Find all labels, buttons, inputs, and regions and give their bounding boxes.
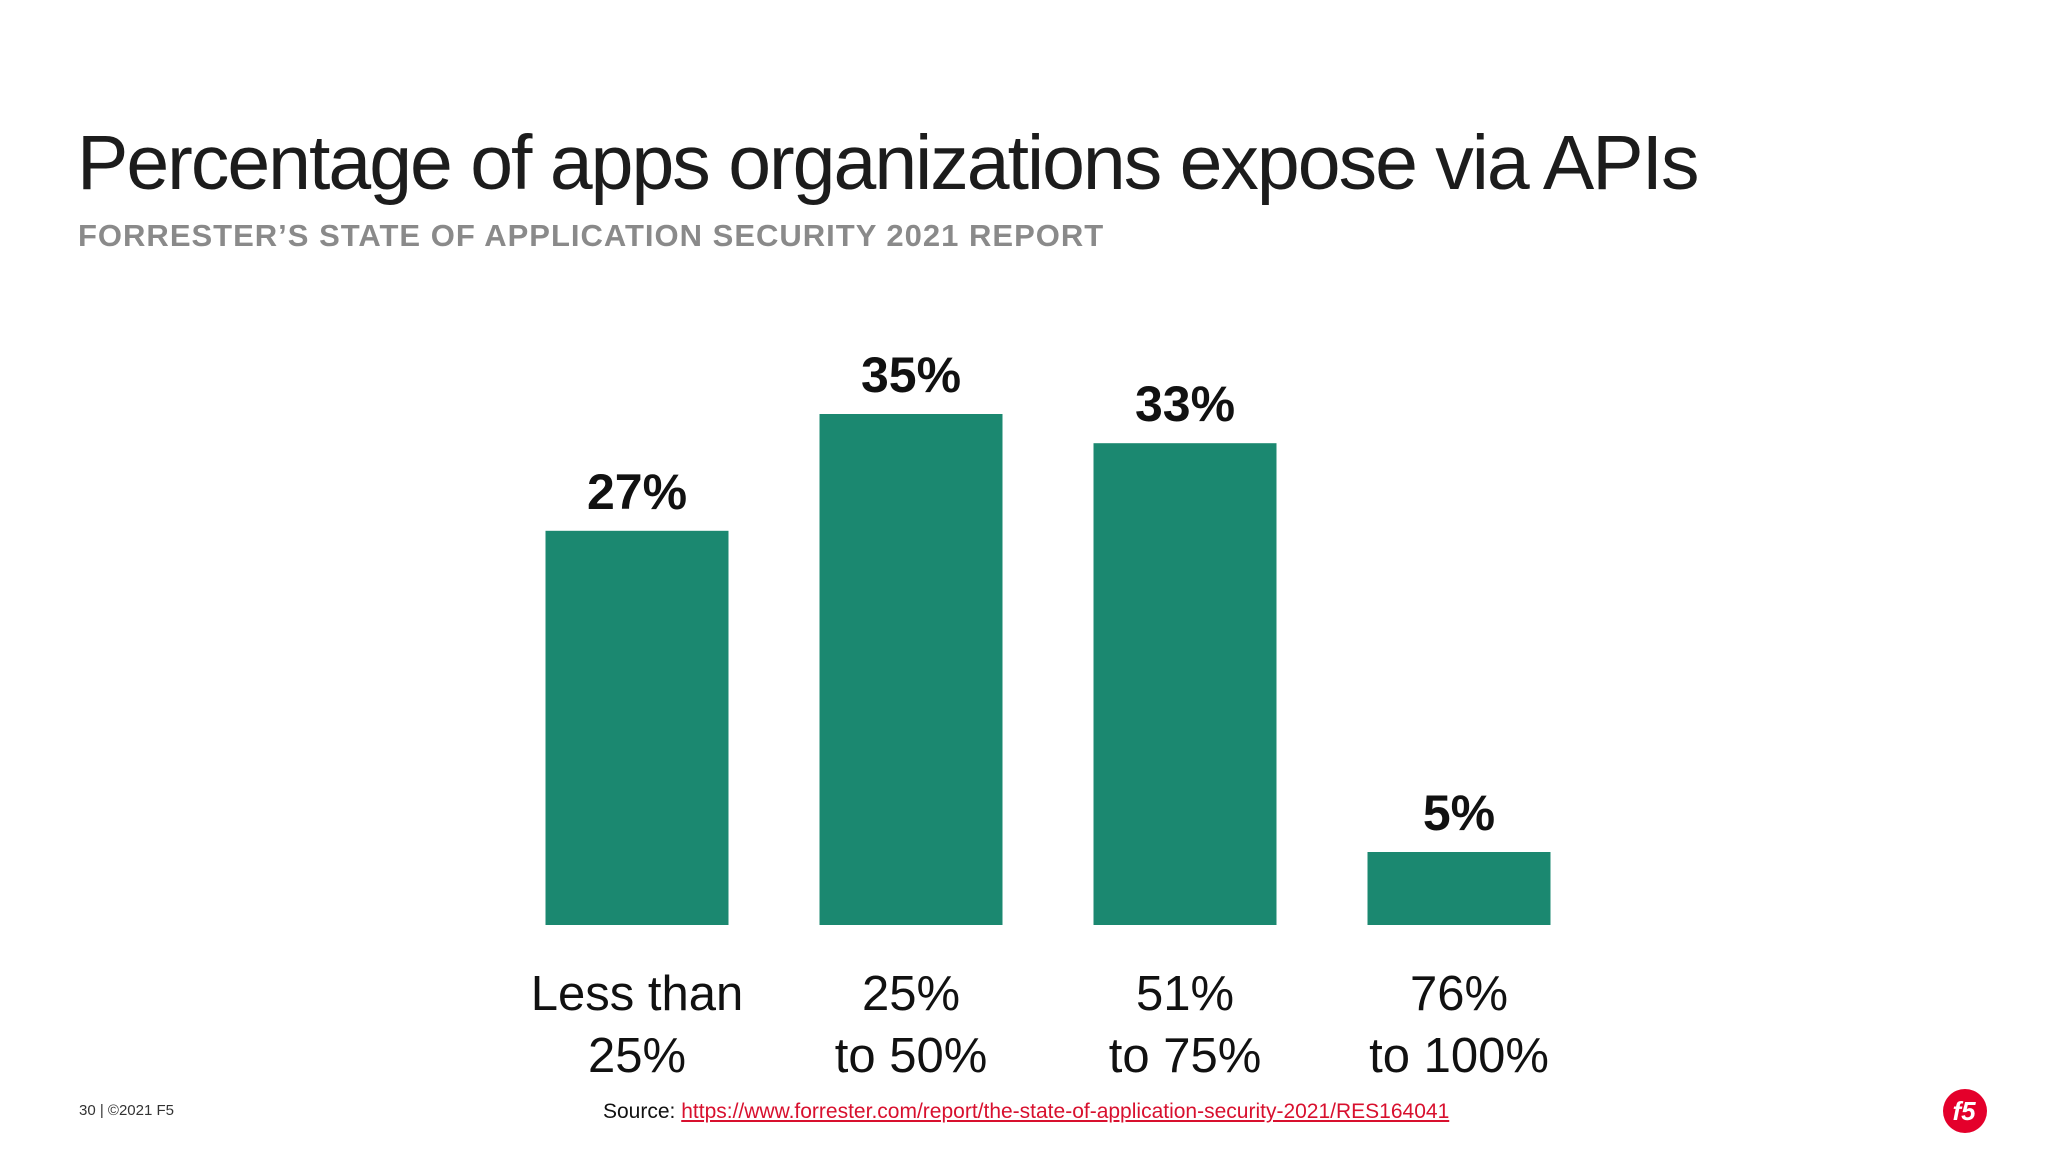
logo-text: f5 xyxy=(1952,1096,1976,1126)
page-title: Percentage of apps organizations expose … xyxy=(77,120,1699,206)
category-label-4-line-2: to 100% xyxy=(1369,1029,1549,1083)
category-label-3-line-1: 51% xyxy=(1136,967,1234,1021)
source-label: Source: xyxy=(603,1100,676,1123)
bar-4 xyxy=(1367,852,1551,925)
category-label-3-line-2: to 75% xyxy=(1109,1029,1262,1083)
f5-logo-icon: f5 xyxy=(1943,1089,1987,1133)
source-citation: Source: https://www.forrester.com/report… xyxy=(603,1100,1449,1124)
source-link[interactable]: https://www.forrester.com/report/the-sta… xyxy=(681,1100,1450,1123)
category-label-1-line-2: 25% xyxy=(588,1029,686,1083)
category-label-1-line-1: Less than xyxy=(531,967,744,1021)
bar-value-label-3: 33% xyxy=(1135,376,1235,432)
page-subtitle: FORRESTER’S STATE OF APPLICATION SECURIT… xyxy=(78,218,1105,253)
category-label-2-line-1: 25% xyxy=(862,967,960,1021)
bar-3 xyxy=(1093,443,1277,925)
bar-2 xyxy=(819,414,1003,925)
bar-value-label-4: 5% xyxy=(1423,785,1495,841)
page-number: 30 | ©2021 F5 xyxy=(79,1102,175,1119)
bar-value-label-1: 27% xyxy=(587,464,687,520)
bar-value-label-2: 35% xyxy=(861,347,961,403)
bar-1 xyxy=(545,530,729,925)
category-label-4-line-1: 76% xyxy=(1410,967,1508,1021)
category-label-2-line-2: to 50% xyxy=(835,1029,988,1083)
